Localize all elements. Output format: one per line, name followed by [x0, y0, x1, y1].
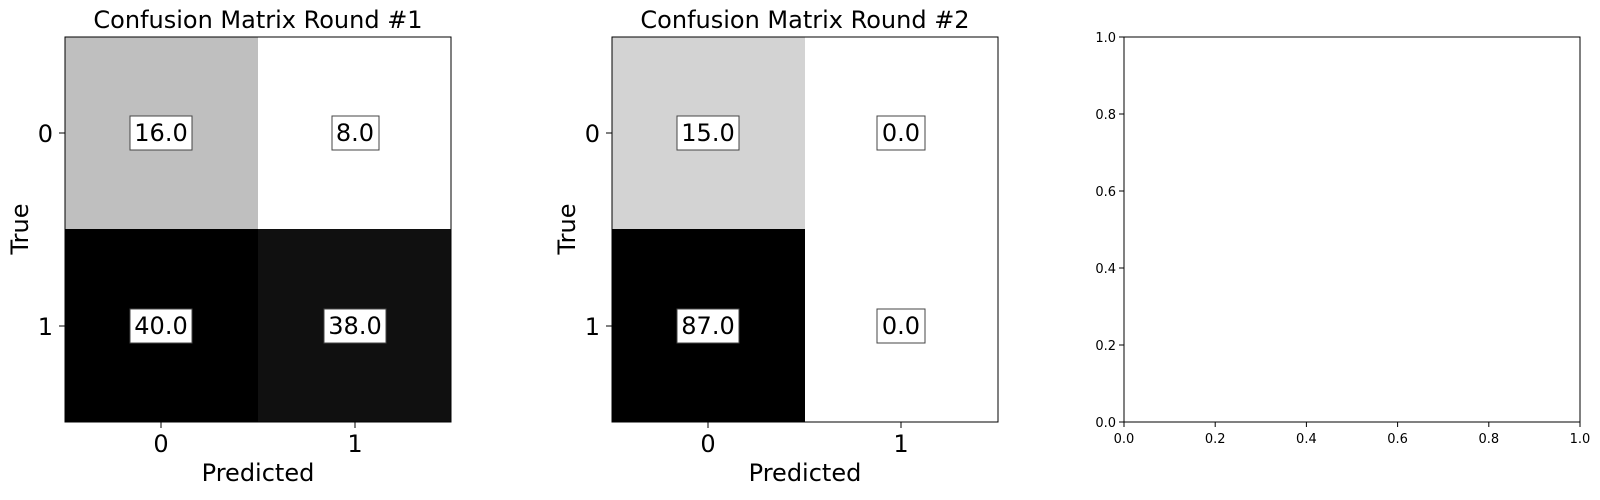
cell-label-1-0: 40.0 [129, 308, 193, 344]
x-tick-label: 1.0 [1570, 432, 1591, 447]
y-axis-label: True [6, 204, 34, 256]
x-tick-label: 1 [347, 430, 362, 458]
svg-text:0.0: 0.0 [882, 312, 920, 340]
cell-label-0-0: 16.0 [129, 115, 193, 151]
cell-label-0-1: 0.0 [876, 115, 926, 151]
x-tick-label: 1 [893, 430, 908, 458]
svg-text:8.0: 8.0 [336, 119, 374, 147]
svg-text:40.0: 40.0 [134, 312, 187, 340]
y-tick-label: 0.4 [1095, 262, 1116, 277]
y-tick-label: 0.0 [1095, 416, 1116, 431]
y-tick-label: 0 [585, 120, 600, 148]
y-tick-label: 1 [38, 313, 53, 341]
x-axis-label: Predicted [749, 459, 862, 487]
y-tick-label: 0 [38, 120, 53, 148]
y-axis-label: True [553, 204, 581, 256]
plot-frame [1123, 36, 1581, 423]
x-tick-label: 0.4 [1296, 432, 1317, 447]
confusion-matrix-1: Confusion Matrix Round #1 16.0 8.0 40.0 … [6, 6, 452, 487]
y-tick-label: 1 [585, 313, 600, 341]
chart-title: Confusion Matrix Round #1 [93, 6, 422, 34]
svg-text:15.0: 15.0 [681, 119, 734, 147]
cell-label-0-0: 15.0 [676, 115, 740, 151]
y-tick-label: 1.0 [1095, 31, 1116, 46]
x-tick-label: 0.0 [1114, 432, 1135, 447]
cell-label-1-1: 38.0 [323, 308, 387, 344]
x-axis-label: Predicted [202, 459, 315, 487]
y-tick-label: 0.2 [1095, 339, 1116, 354]
x-tick-label: 0.2 [1205, 432, 1226, 447]
plot-frame [611, 36, 999, 423]
svg-text:87.0: 87.0 [681, 312, 734, 340]
svg-text:16.0: 16.0 [134, 119, 187, 147]
svg-text:38.0: 38.0 [328, 312, 381, 340]
x-tick-label: 0 [700, 430, 715, 458]
svg-text:0.0: 0.0 [882, 119, 920, 147]
y-tick-label: 0.8 [1095, 108, 1116, 123]
y-tick-label: 0.6 [1095, 185, 1116, 200]
x-tick-label: 0 [153, 430, 168, 458]
chart-title: Confusion Matrix Round #2 [640, 6, 969, 34]
plot-frame [64, 36, 452, 423]
cell-label-0-1: 8.0 [331, 115, 380, 151]
x-tick-label: 0.6 [1387, 432, 1408, 447]
empty-axes: 0.0 0.2 0.4 0.6 0.8 1.0 0.0 0.2 0.4 0.6 0.8 1.0 [1095, 31, 1590, 447]
cell-label-1-0: 87.0 [676, 308, 740, 344]
x-tick-label: 0.8 [1478, 432, 1499, 447]
confusion-matrix-2: Confusion Matrix Round #2 15.0 0.0 87.0 … [553, 6, 999, 487]
cell-label-1-1: 0.0 [876, 308, 926, 344]
